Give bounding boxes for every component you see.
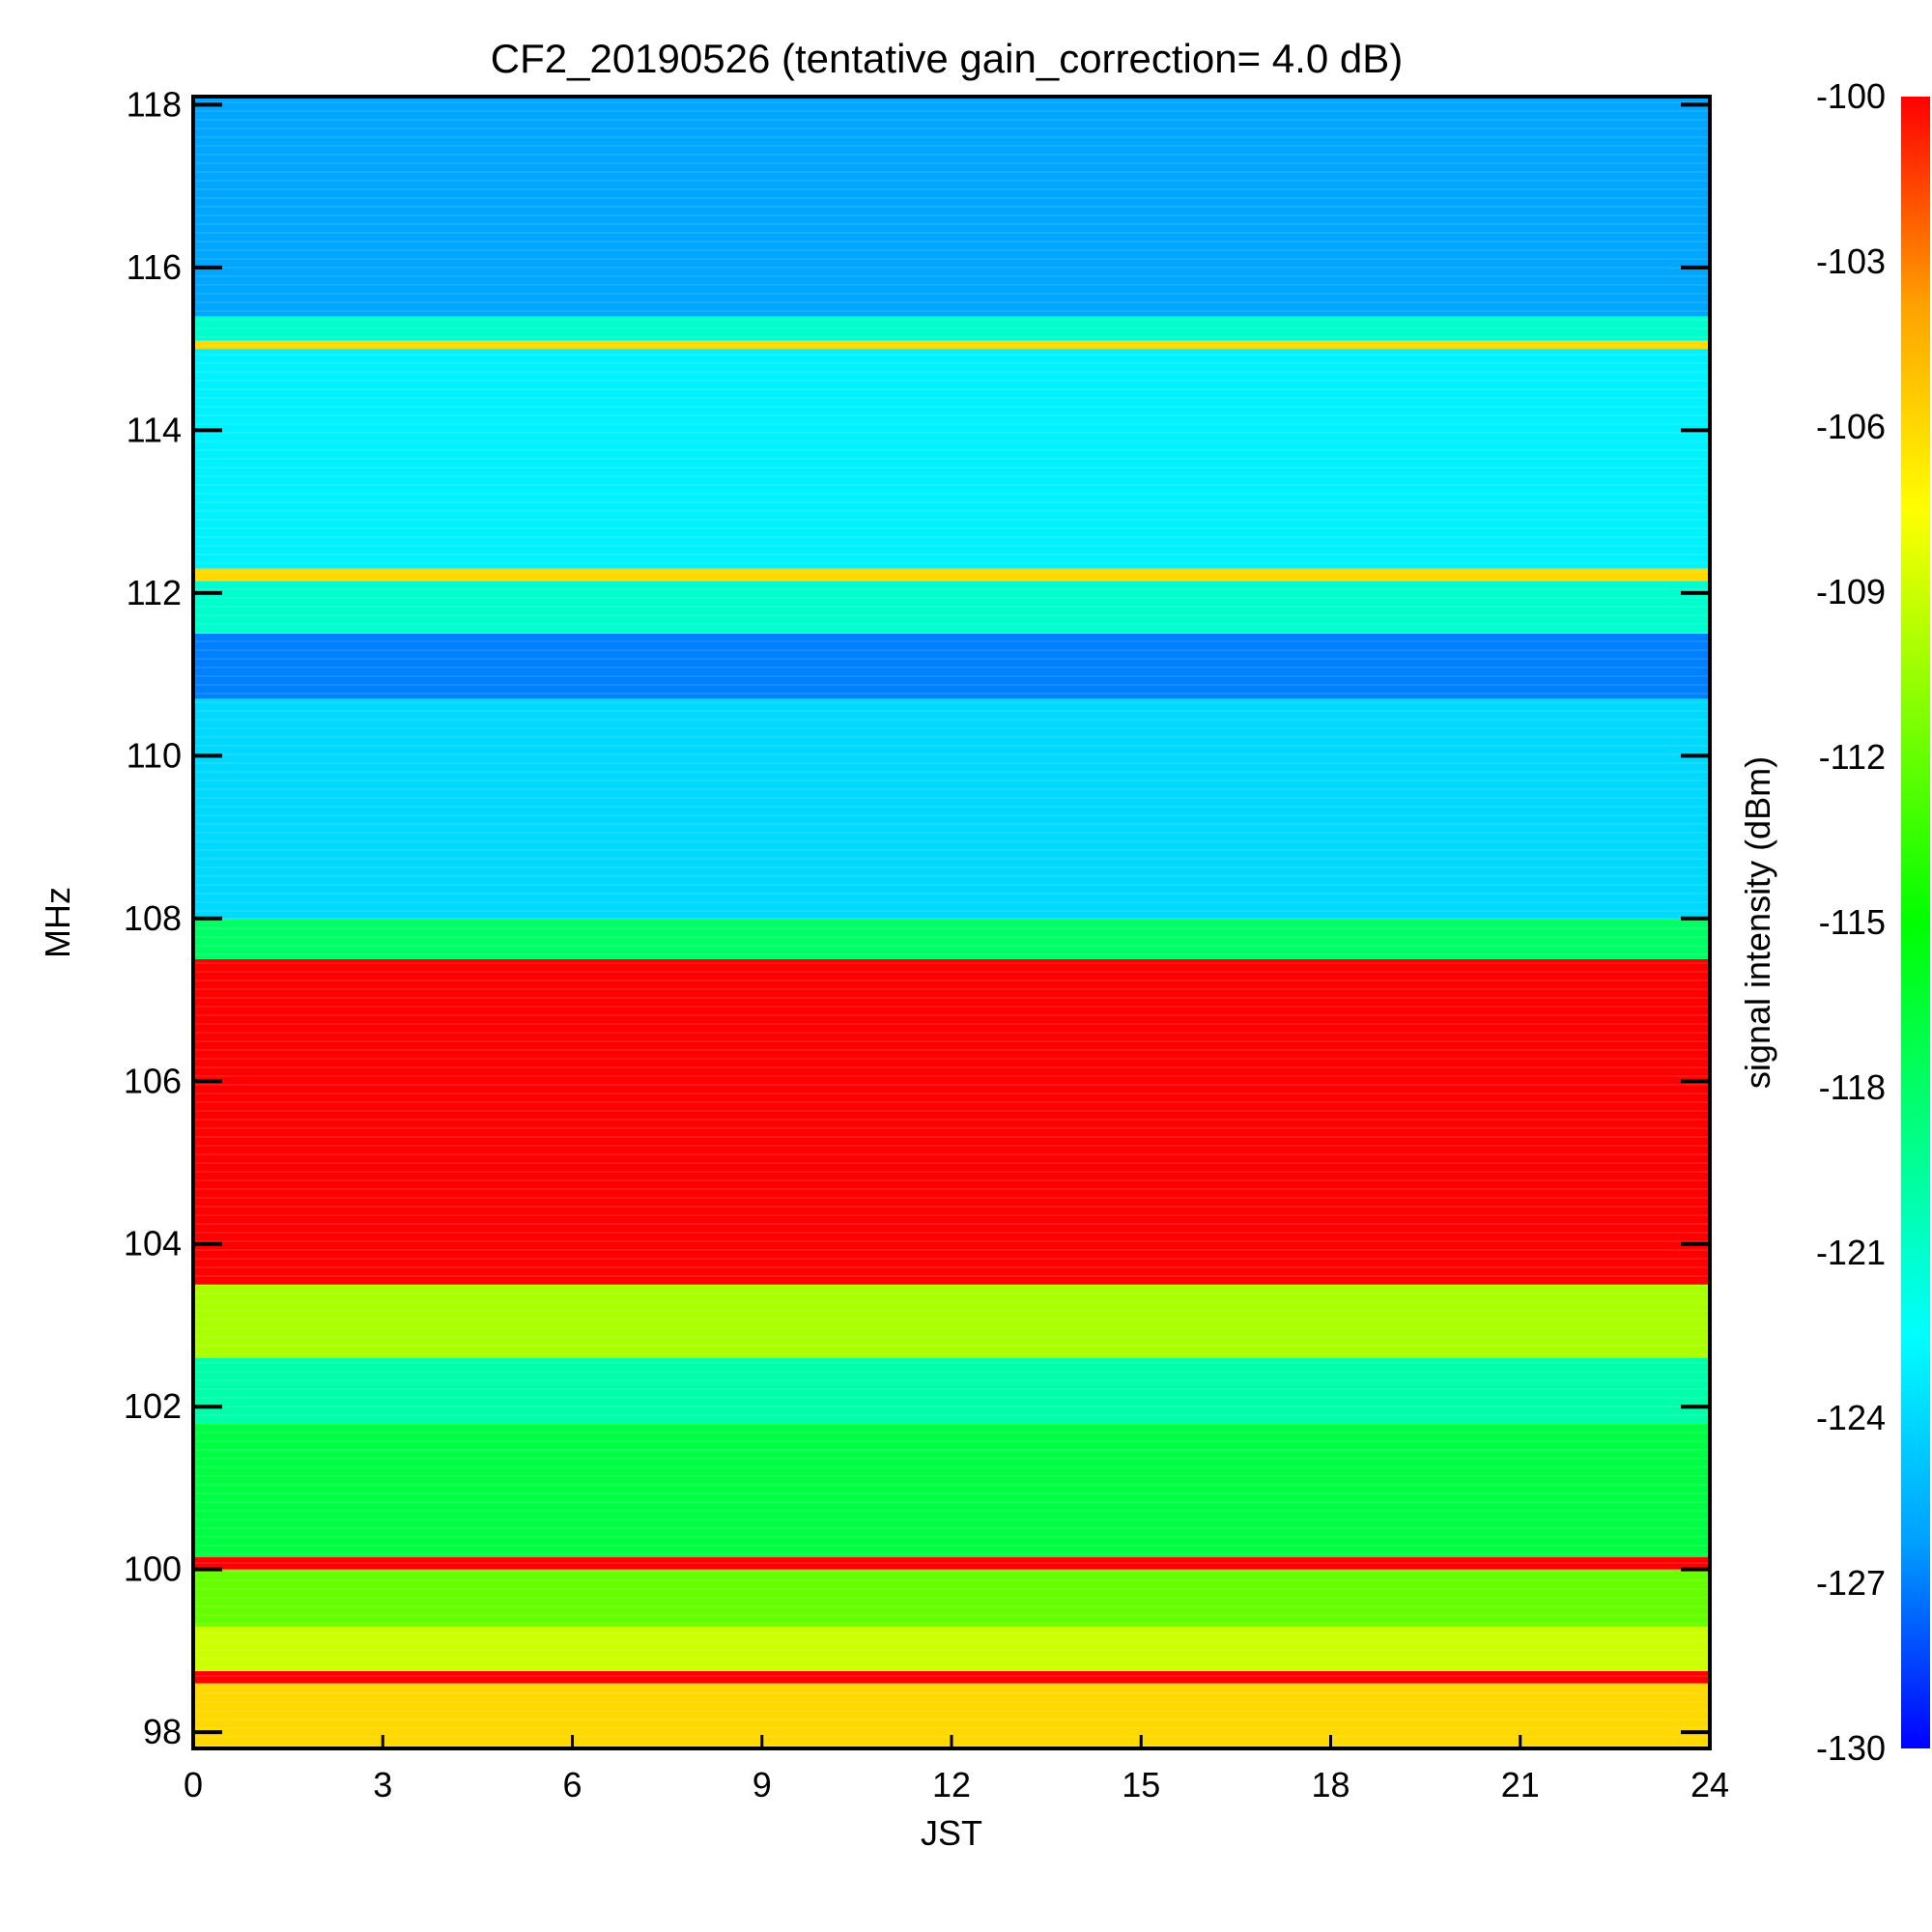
band-14: [193, 349, 1710, 569]
x-tick-label: 9: [753, 1765, 772, 1804]
y-tick-label: 100: [124, 1549, 182, 1589]
band-7: [193, 1284, 1710, 1358]
x-tick-label: 15: [1122, 1765, 1160, 1804]
colorbar: [1901, 97, 1930, 1748]
band-1: [193, 1670, 1710, 1684]
band-6: [193, 1357, 1710, 1424]
band-11: [193, 633, 1710, 699]
y-tick-label: 98: [143, 1712, 182, 1751]
y-axis-label: MHz: [38, 887, 77, 958]
x-tick-label: 18: [1311, 1765, 1350, 1804]
band-16: [193, 316, 1710, 341]
x-tick-label: 0: [184, 1765, 203, 1804]
colorbar-tick-label: -103: [1816, 242, 1886, 281]
x-tick-label: 6: [562, 1765, 582, 1804]
y-tick-label: 102: [124, 1386, 182, 1426]
x-tick-label: 12: [932, 1765, 971, 1804]
colorbar-tick-label: -109: [1816, 572, 1886, 611]
colorbar-ticks: -100 -103 -106 -109 -112 -115 -118 -121 -124 -127…: [1816, 76, 1886, 1768]
band-5: [193, 1423, 1710, 1558]
y-tick-label: 116: [127, 247, 182, 287]
band-10: [193, 698, 1710, 919]
band-4: [193, 1557, 1710, 1570]
x-tick-label: 21: [1501, 1765, 1540, 1804]
band-8: [193, 958, 1710, 1285]
band-13: [193, 568, 1710, 582]
band-2: [193, 1626, 1710, 1671]
colorbar-tick-label: -127: [1816, 1563, 1886, 1603]
chart-title: CF2_20190526 (tentative gain_correction=…: [491, 36, 1403, 81]
band-3: [193, 1569, 1710, 1627]
y-tick-label: 104: [124, 1224, 182, 1264]
colorbar-tick-label: -124: [1816, 1398, 1886, 1437]
band-17: [193, 97, 1710, 317]
colorbar-tick-label: -106: [1816, 407, 1886, 446]
y-tick-label: 106: [124, 1061, 182, 1100]
y-tick-label: 118: [127, 84, 182, 124]
y-axis: 98 100 102 104 106 108 110 112 114 116 118: [124, 84, 1710, 1751]
colorbar-tick-label: -112: [1819, 737, 1886, 777]
colorbar-tick-label: -100: [1816, 76, 1886, 116]
x-tick-label: 24: [1690, 1765, 1729, 1804]
y-tick-label: 114: [127, 410, 182, 449]
colorbar-tick-label: -121: [1816, 1233, 1886, 1272]
band-9: [193, 918, 1710, 959]
colorbar-label: signal intensity (dBm): [1738, 756, 1777, 1089]
colorbar-tick-label: -130: [1816, 1728, 1886, 1768]
band-12: [193, 581, 1710, 634]
y-tick-label: 112: [127, 573, 182, 612]
y-tick-label: 110: [127, 735, 182, 775]
y-tick-label: 108: [124, 898, 182, 938]
x-axis: 0 3 6 9 12 15 18 21 24: [184, 1735, 1729, 1804]
band-15: [193, 340, 1710, 350]
x-axis-label: JST: [921, 1813, 982, 1853]
heatmap-area: [193, 97, 1710, 1748]
colorbar-tick-label: -115: [1819, 902, 1886, 942]
colorbar-tick-label: -118: [1819, 1067, 1886, 1107]
x-tick-label: 3: [373, 1765, 392, 1804]
